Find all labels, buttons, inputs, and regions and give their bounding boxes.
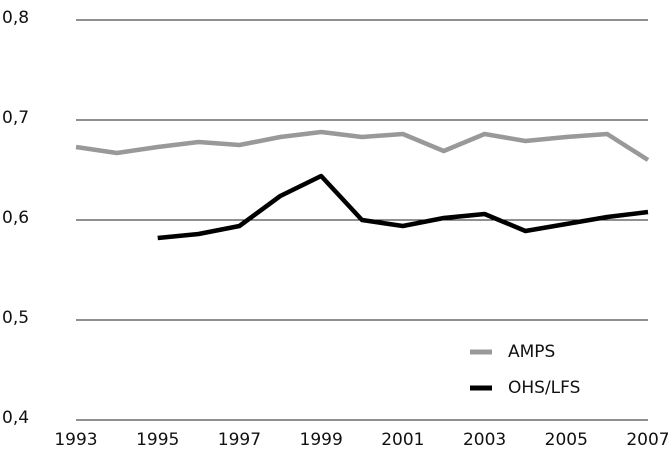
y-tick-label: 0,4: [2, 408, 29, 428]
x-tick-label: 1997: [218, 430, 261, 450]
x-tick-label: 2003: [463, 430, 506, 450]
y-tick-label: 0,5: [2, 308, 29, 328]
x-tick-label: 2007: [626, 430, 668, 450]
series-line: [157, 173, 649, 241]
x-tick-label: 2001: [381, 430, 424, 450]
x-tick-label: 1995: [136, 430, 179, 450]
y-tick-label: 0,6: [2, 208, 29, 228]
y-tick-label: 0,7: [2, 108, 29, 128]
legend-label: AMPS: [508, 342, 555, 362]
series-line: [75, 129, 650, 162]
y-tick-label: 0,8: [2, 8, 29, 28]
x-tick-label: 1999: [300, 430, 343, 450]
x-tick-label: 2005: [545, 430, 588, 450]
x-tick-label: 1993: [54, 430, 97, 450]
legend-label: OHS/LFS: [508, 378, 580, 398]
